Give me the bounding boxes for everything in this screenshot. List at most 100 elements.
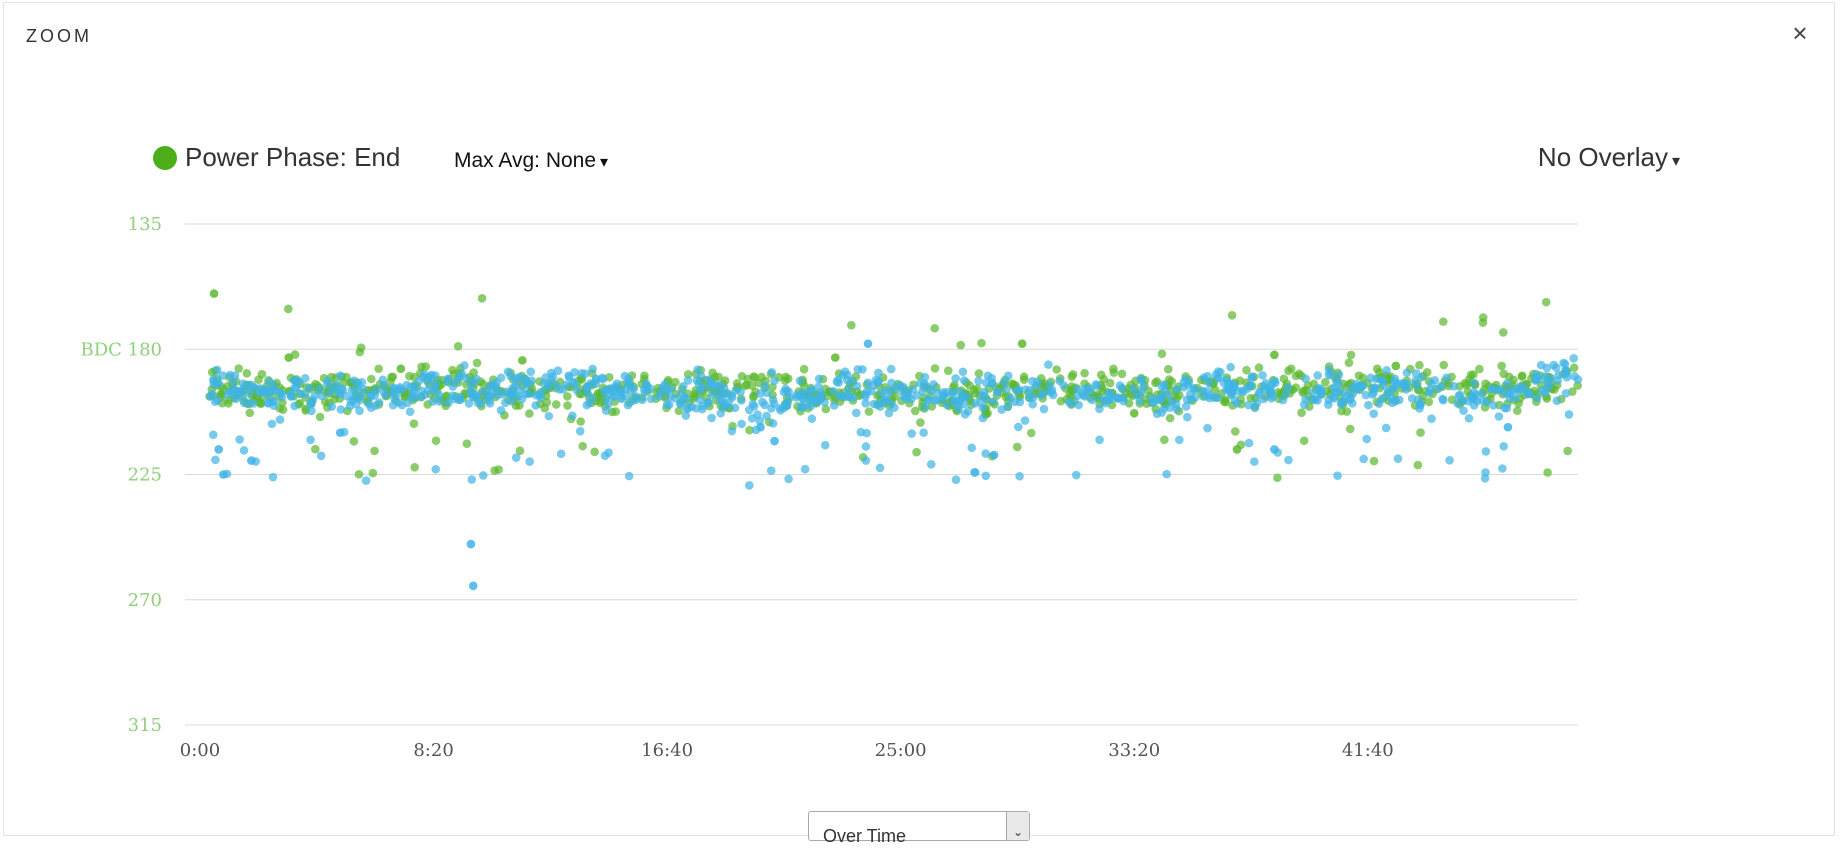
data-point: [228, 378, 238, 387]
data-point: [1190, 385, 1199, 394]
data-point: [1175, 435, 1184, 445]
data-point: [1064, 397, 1074, 407]
data-point: [978, 413, 988, 423]
max-avg-dropdown[interactable]: Max Avg: None ▾: [454, 149, 608, 173]
data-point: [1333, 471, 1342, 481]
data-point: [1026, 428, 1036, 438]
data-point: [355, 406, 364, 416]
data-point: [781, 372, 790, 382]
data-point: [930, 323, 940, 333]
data-point: [1469, 378, 1479, 388]
data-point: [967, 443, 977, 453]
data-point: [852, 408, 861, 418]
data-point: [267, 396, 277, 406]
data-point: [1002, 385, 1011, 394]
x-tick-label: 41:40: [1342, 740, 1394, 761]
data-point: [568, 411, 577, 421]
data-point: [1205, 391, 1215, 400]
data-point: [912, 447, 921, 457]
data-point: [1284, 366, 1293, 376]
data-point: [300, 373, 310, 383]
data-point: [683, 370, 693, 379]
data-point: [1390, 374, 1400, 384]
data-point: [286, 392, 296, 401]
data-point: [1471, 390, 1481, 400]
data-point: [311, 444, 320, 454]
data-point: [1244, 438, 1254, 448]
overlay-dropdown[interactable]: No Overlay ▾: [1538, 142, 1680, 173]
data-point: [942, 400, 952, 410]
data-point: [467, 475, 477, 484]
data-point: [907, 429, 917, 438]
data-point: [660, 379, 670, 389]
data-point: [228, 385, 238, 395]
data-point: [1494, 412, 1504, 421]
data-point: [206, 391, 215, 401]
data-point: [1553, 376, 1563, 385]
data-point: [1097, 394, 1106, 403]
data-point: [238, 392, 248, 401]
data-point: [306, 435, 315, 445]
data-point: [405, 407, 415, 416]
x-tick-label: 33:20: [1108, 740, 1160, 761]
data-point: [1455, 390, 1465, 400]
data-point: [406, 382, 416, 392]
data-point: [1283, 383, 1293, 392]
data-point: [989, 450, 999, 460]
data-point: [779, 387, 789, 397]
data-point: [1273, 473, 1282, 483]
data-point: [896, 386, 906, 395]
data-point: [1512, 406, 1522, 416]
data-point: [1412, 381, 1422, 391]
data-point: [817, 390, 827, 400]
data-point: [744, 405, 754, 415]
data-point: [357, 377, 367, 387]
data-point: [1503, 422, 1513, 432]
data-point: [1028, 376, 1037, 386]
data-point: [494, 465, 503, 474]
data-point: [612, 379, 622, 388]
data-point: [852, 381, 862, 391]
data-point: [1155, 395, 1165, 405]
data-point: [1105, 394, 1115, 404]
data-point: [448, 382, 458, 391]
data-point: [290, 401, 299, 411]
data-point: [1160, 435, 1169, 445]
data-point: [347, 385, 357, 395]
data-point: [473, 398, 483, 408]
data-point: [1203, 371, 1212, 381]
data-point: [209, 374, 218, 384]
data-point: [737, 396, 746, 405]
data-point: [836, 391, 845, 400]
mode-select[interactable]: Over Time ⌄: [808, 811, 1030, 846]
caret-down-icon: ▾: [600, 154, 609, 171]
data-point: [1393, 454, 1403, 463]
data-point: [1014, 385, 1024, 394]
close-icon[interactable]: ×: [1792, 18, 1808, 48]
data-point: [534, 390, 544, 400]
data-point: [1087, 395, 1097, 405]
data-point: [1238, 387, 1248, 397]
data-point: [245, 408, 255, 418]
data-point: [553, 366, 563, 376]
data-point: [861, 392, 870, 401]
data-point: [1232, 445, 1242, 454]
data-point: [1346, 350, 1356, 360]
data-point: [484, 396, 494, 406]
data-point: [409, 419, 419, 428]
data-point: [1422, 367, 1432, 377]
data-point: [853, 365, 863, 374]
data-point: [1104, 388, 1113, 398]
data-point: [217, 389, 226, 399]
data-point: [828, 386, 838, 396]
data-point: [1213, 393, 1223, 403]
data-point: [1047, 385, 1057, 395]
data-point: [807, 414, 817, 424]
y-tick-label: BDC 180: [80, 339, 162, 360]
x-tick-label: 16:40: [641, 740, 693, 761]
data-point: [478, 471, 488, 480]
data-point: [317, 391, 327, 401]
data-point: [403, 398, 412, 408]
data-point: [1159, 380, 1169, 389]
data-point: [425, 372, 435, 381]
